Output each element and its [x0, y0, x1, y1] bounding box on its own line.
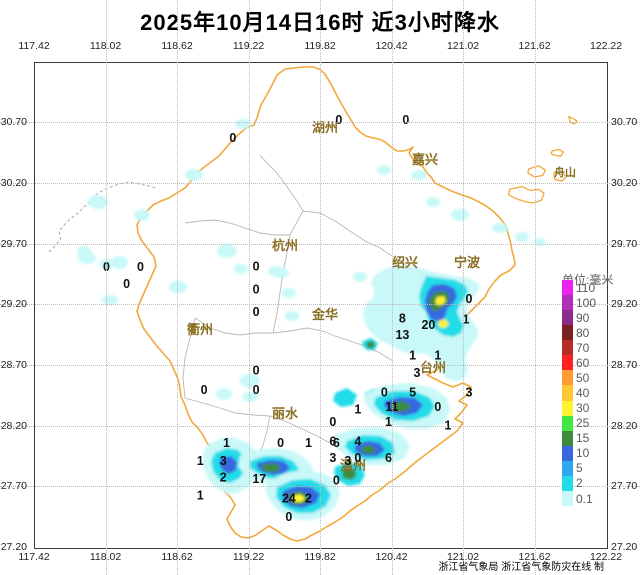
svg-text:0: 0 [253, 282, 260, 296]
svg-text:1: 1 [305, 436, 312, 450]
svg-text:1: 1 [434, 348, 441, 362]
svg-text:20: 20 [421, 318, 435, 332]
svg-text:0: 0 [285, 510, 292, 524]
svg-text:台州: 台州 [420, 360, 446, 375]
svg-text:17: 17 [252, 472, 266, 486]
svg-text:0: 0 [434, 400, 441, 414]
svg-text:0: 0 [253, 260, 260, 274]
svg-text:6: 6 [333, 436, 340, 450]
svg-text:1: 1 [197, 454, 204, 468]
svg-text:杭州: 杭州 [272, 238, 298, 253]
svg-text:5: 5 [409, 385, 416, 399]
svg-text:2: 2 [220, 470, 227, 484]
svg-text:金华: 金华 [311, 307, 338, 322]
svg-text:嘉兴: 嘉兴 [411, 152, 438, 167]
svg-text:舟山: 舟山 [554, 165, 576, 179]
svg-text:1: 1 [354, 402, 361, 416]
svg-text:绍兴: 绍兴 [392, 255, 418, 270]
svg-text:3: 3 [220, 454, 227, 468]
svg-text:3: 3 [466, 385, 473, 399]
svg-text:宁波: 宁波 [454, 255, 481, 270]
svg-text:24: 24 [282, 492, 296, 506]
svg-text:2: 2 [305, 492, 312, 506]
svg-text:3: 3 [329, 451, 336, 465]
svg-text:1: 1 [409, 348, 416, 362]
svg-text:0: 0 [123, 277, 130, 291]
svg-text:1: 1 [197, 488, 204, 502]
svg-text:3: 3 [344, 454, 351, 468]
svg-text:1: 1 [223, 436, 230, 450]
svg-text:0: 0 [381, 385, 388, 399]
svg-text:0: 0 [201, 383, 208, 397]
svg-text:8: 8 [399, 312, 406, 326]
svg-text:0: 0 [229, 131, 236, 145]
svg-text:0: 0 [253, 305, 260, 319]
svg-text:0: 0 [329, 415, 336, 429]
svg-text:丽水: 丽水 [272, 406, 299, 421]
svg-text:4: 4 [354, 435, 361, 449]
svg-text:衢州: 衢州 [187, 322, 213, 337]
svg-text:0: 0 [402, 113, 409, 127]
svg-text:0: 0 [137, 260, 144, 274]
svg-text:0: 0 [253, 383, 260, 397]
svg-text:0: 0 [103, 260, 110, 274]
svg-text:3: 3 [414, 366, 421, 380]
svg-text:13: 13 [395, 328, 409, 342]
svg-text:0: 0 [277, 436, 284, 450]
svg-text:0: 0 [335, 113, 342, 127]
svg-text:0: 0 [354, 451, 361, 465]
